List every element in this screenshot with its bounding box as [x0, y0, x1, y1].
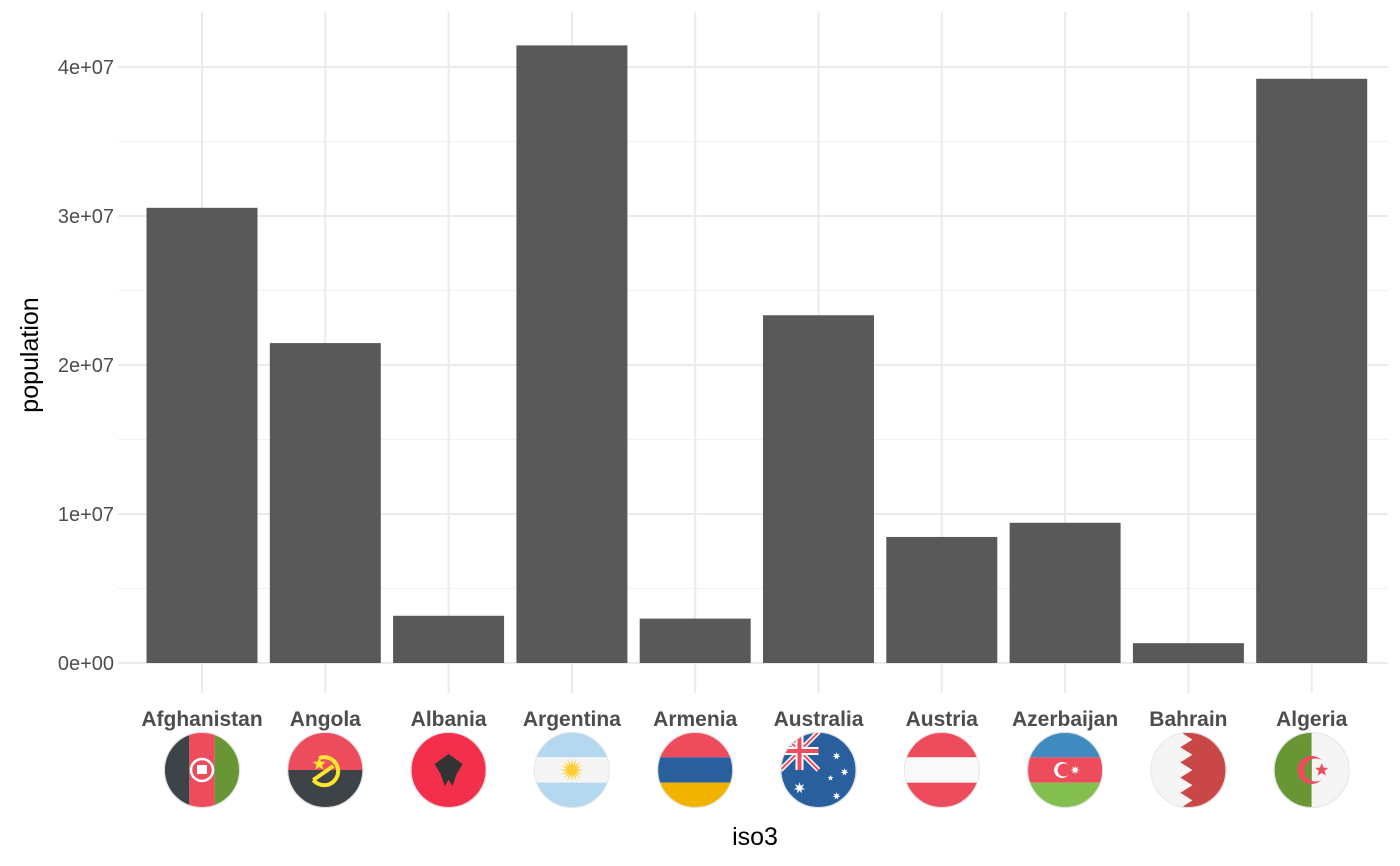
bar-bahrain [1132, 643, 1244, 663]
bar-azerbaijan [1009, 522, 1121, 663]
bar-argentina [516, 45, 628, 663]
x-tick-label: Azerbaijan [1012, 708, 1118, 731]
y-axis-tick-labels: 0e+00 1e+07 2e+07 3e+07 4e+07 [58, 57, 114, 675]
y-axis-title: population [16, 297, 44, 412]
x-tick-label: Argentina [523, 708, 621, 731]
y-tick-label: 2e+07 [58, 355, 114, 377]
x-axis-tick-labels: Afghanistan Angola Albania Argentina Armenia… [141, 708, 1347, 731]
albania-flag-icon [410, 732, 487, 808]
x-tick-label: Austria [906, 708, 979, 731]
y-tick-label: 3e+07 [58, 206, 114, 228]
bar-angola [269, 343, 381, 663]
bar-afghanistan [146, 207, 258, 663]
x-tick-label: Armenia [653, 708, 737, 731]
y-tick-label: 1e+07 [58, 504, 114, 526]
x-tick-label: Angola [290, 708, 361, 731]
country-flags [164, 732, 1350, 808]
bar-australia [763, 315, 874, 663]
x-axis-title: iso3 [732, 823, 778, 851]
australia-flag-icon [780, 732, 857, 808]
x-tick-label: Bahrain [1149, 708, 1227, 731]
afghanistan-flag-icon [164, 732, 240, 808]
bahrain-flag-icon [1150, 732, 1227, 808]
bar-austria [886, 536, 998, 663]
x-tick-label: Albania [411, 708, 487, 731]
y-tick-label: 0e+00 [58, 653, 114, 675]
bars [146, 45, 1368, 663]
bar-albania [393, 615, 505, 663]
bar-armenia [639, 618, 751, 663]
bar-algeria [1256, 78, 1368, 663]
x-tick-label: Australia [774, 708, 864, 731]
x-tick-label: Algeria [1276, 708, 1348, 731]
x-tick-label: Afghanistan [141, 708, 262, 731]
argentina-flag-icon [533, 732, 610, 808]
y-tick-label: 4e+07 [58, 57, 114, 79]
